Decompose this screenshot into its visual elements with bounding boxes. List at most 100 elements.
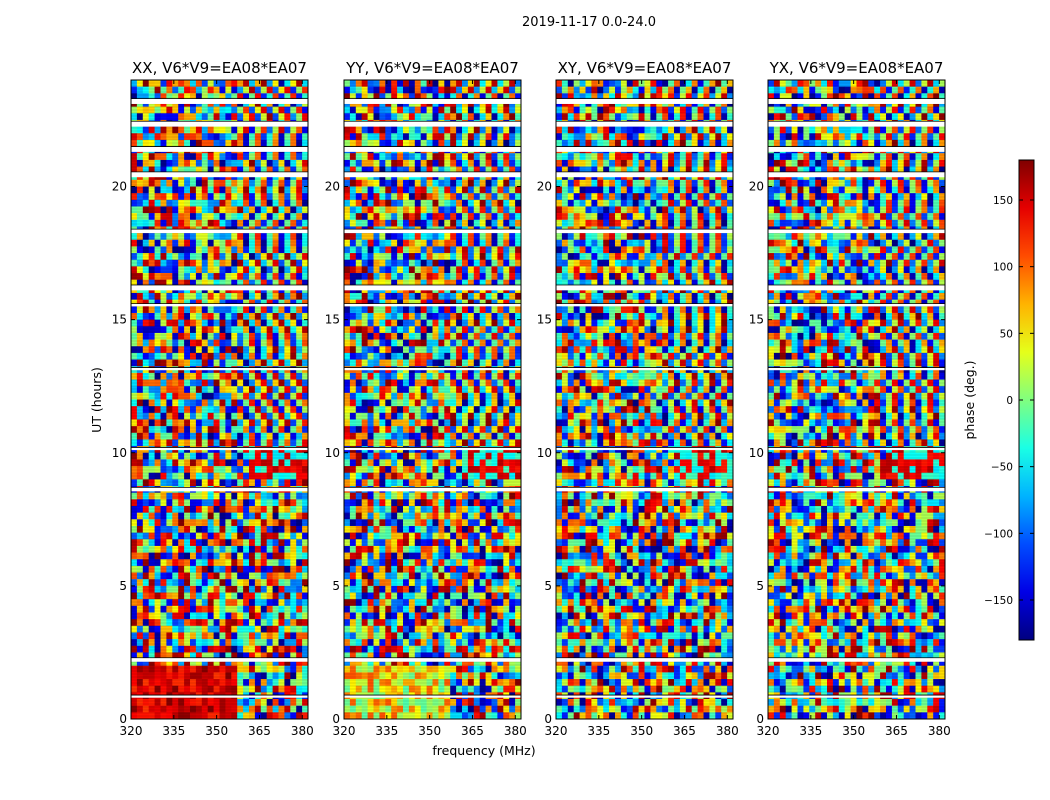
data-gap [131,657,308,662]
data-gap [556,229,733,234]
data-gap [131,303,308,307]
panel-frame [130,79,309,720]
data-gap [768,98,945,104]
data-gap [344,447,521,451]
data-gap [131,121,308,127]
data-gap [131,695,308,698]
y-tick-label: 15 [537,313,552,327]
data-gap [556,447,733,451]
y-tick-label: 20 [537,180,552,194]
data-gap [344,121,521,127]
data-gap [344,146,521,152]
x-tick-label: 350 [630,724,653,738]
y-tick-label: 20 [112,180,127,194]
data-gap [768,171,945,178]
x-tick-label: 365 [461,724,484,738]
panel-yy: YY, V6*V9=EA08*EA07 320 335 350 365 380 0 5 10 15… [325,59,527,738]
phase-heatmap [131,80,308,719]
y-tick-label: 10 [537,446,552,460]
y-tick-label: 5 [756,579,764,593]
phase-heatmap [556,80,733,719]
data-gap [768,303,945,307]
y-tick-label: 0 [119,712,127,726]
data-gap [556,121,733,127]
panel-xy: XY, V6*V9=EA08*EA07 320 335 350 365 380 0 5 10 15… [537,59,739,738]
data-gap [131,285,308,291]
panel-title: YY, V6*V9=EA08*EA07 [345,59,519,77]
data-gap [131,229,308,234]
data-gap [768,367,945,371]
data-gap [131,146,308,152]
data-gap [556,171,733,178]
data-gap [344,229,521,234]
panel-title: XY, V6*V9=EA08*EA07 [558,59,732,77]
data-gap [131,447,308,451]
data-gap [344,657,521,662]
panel-frame [555,79,734,720]
y-tick-label: 5 [544,579,552,593]
panels-group: XX, V6*V9=EA08*EA07 320 335 350 365 380 0 5 10 15… [112,59,951,738]
x-tick-label: 320 [120,724,143,738]
y-tick-label: 10 [749,446,764,460]
data-gap [768,695,945,698]
data-gap [768,657,945,662]
y-tick-label: 0 [544,712,552,726]
panel-title: YX, V6*V9=EA08*EA07 [769,59,944,77]
x-axis-label: frequency (MHz) [432,743,535,758]
colorbar-tick-label: −50 [991,462,1013,474]
y-tick-label: 5 [332,579,340,593]
x-tick-label: 335 [587,724,610,738]
panel-frame [767,79,946,720]
data-gap [131,98,308,104]
phase-heatmap [768,80,945,719]
data-gap [556,657,733,662]
data-gap [768,285,945,291]
x-tick-label: 320 [545,724,568,738]
data-gap [556,695,733,698]
y-tick-label: 10 [112,446,127,460]
data-gap [344,303,521,307]
colorbar-tick-label: 100 [993,262,1013,274]
colorbar-label: phase (deg.) [962,361,977,440]
data-gap [556,303,733,307]
data-gap [344,367,521,371]
colorbar-tick-label: −100 [984,528,1013,540]
data-gap [768,487,945,492]
data-gap [131,171,308,178]
x-tick-label: 365 [673,724,696,738]
data-gap [344,285,521,291]
y-tick-label: 10 [325,446,340,460]
data-gap [131,367,308,371]
data-gap [556,367,733,371]
data-gap [768,447,945,451]
x-tick-label: 350 [418,724,441,738]
data-gap [768,146,945,152]
phase-heatmap [344,80,521,719]
y-axis-label: UT (hours) [89,367,104,433]
y-tick-label: 0 [756,712,764,726]
colorbar: 150 100 50 0 −50 −100 −150 [984,159,1035,641]
colorbar-tick-label: 0 [1006,395,1013,407]
data-gap [768,229,945,234]
x-tick-label: 365 [248,724,271,738]
y-tick-label: 20 [325,180,340,194]
x-tick-label: 350 [205,724,228,738]
panel-yx: YX, V6*V9=EA08*EA07 320 335 350 365 380 0 5 10 15… [749,59,951,738]
x-tick-label: 380 [928,724,951,738]
data-gap [344,695,521,698]
panel-frame [343,79,522,720]
data-gap [131,487,308,492]
data-gap [556,98,733,104]
data-gap [556,146,733,152]
x-tick-label: 335 [375,724,398,738]
x-tick-label: 380 [291,724,314,738]
colorbar-tick-label: 50 [1000,328,1013,340]
colorbar-tick-label: −150 [984,595,1013,607]
y-tick-label: 15 [325,313,340,327]
data-gap [556,285,733,291]
data-gap [344,171,521,178]
y-tick-label: 0 [332,712,340,726]
data-gap [344,487,521,492]
x-tick-label: 335 [799,724,822,738]
data-gap [768,121,945,127]
